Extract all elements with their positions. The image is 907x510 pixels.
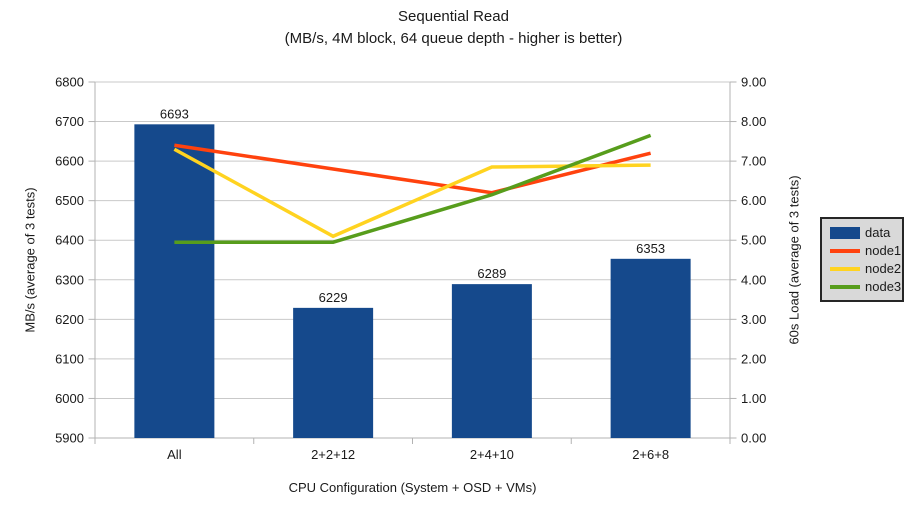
- chart-subtitle: (MB/s, 4M block, 64 queue depth - higher…: [284, 30, 623, 47]
- left-tick-label: 5900: [55, 431, 84, 446]
- left-tick-label: 6400: [55, 233, 84, 248]
- legend-label: node1: [865, 243, 902, 258]
- left-tick-label: 6300: [55, 272, 84, 287]
- left-tick-label: 6700: [55, 114, 84, 129]
- left-tick-label: 6600: [55, 154, 84, 169]
- legend-swatch-node1: [830, 248, 860, 253]
- legend: data node1 node2 node3: [820, 217, 904, 302]
- bar-value-label: 6289: [477, 266, 506, 281]
- right-tick-label: 1.00: [741, 391, 766, 406]
- left-tick-label: 6100: [55, 351, 84, 366]
- legend-entry-node3: node3: [830, 280, 901, 293]
- category-label: 2+6+8: [632, 447, 669, 462]
- right-tick-label: 2.00: [741, 351, 766, 366]
- legend-entry-data: data: [830, 226, 896, 239]
- legend-swatch-data: [830, 226, 860, 239]
- legend-entry-node2: node2: [830, 262, 901, 275]
- legend-label: data: [865, 225, 891, 240]
- right-tick-label: 0.00: [741, 431, 766, 446]
- right-tick-label: 5.00: [741, 233, 766, 248]
- right-tick-label: 9.00: [741, 75, 766, 90]
- bar-value-label: 6353: [636, 241, 665, 256]
- right-tick-label: 7.00: [741, 154, 766, 169]
- right-tick-label: 3.00: [741, 312, 766, 327]
- bar-2+2+12: [293, 307, 374, 438]
- bar-value-label: 6229: [319, 290, 348, 305]
- x-axis-title: CPU Configuration (System + OSD + VMs): [288, 480, 537, 495]
- right-axis-title: 60s Load (average of 3 tests): [786, 175, 802, 345]
- bar-All: [134, 124, 215, 438]
- right-tick-label: 8.00: [741, 114, 766, 129]
- category-label: All: [167, 447, 182, 462]
- chart-title: Sequential Read: [398, 8, 509, 25]
- legend-swatch-node2: [830, 266, 860, 271]
- bar-value-label: 6693: [160, 106, 189, 121]
- left-tick-label: 6000: [55, 391, 84, 406]
- left-tick-label: 6200: [55, 312, 84, 327]
- left-axis-title: MB/s (average of 3 tests): [22, 187, 38, 333]
- category-label: 2+4+10: [470, 447, 514, 462]
- left-tick-label: 6500: [55, 193, 84, 208]
- legend-entry-node1: node1: [830, 244, 901, 257]
- right-tick-label: 6.00: [741, 193, 766, 208]
- left-tick-label: 6800: [55, 75, 84, 90]
- line-node3: [174, 133, 652, 244]
- bar-2+6+8: [610, 258, 691, 438]
- bar-2+4+10: [451, 284, 532, 438]
- category-label: 2+2+12: [311, 447, 355, 462]
- legend-swatch-node3: [830, 284, 860, 289]
- legend-label: node3: [865, 279, 902, 294]
- line-node1: [174, 143, 652, 195]
- right-tick-label: 4.00: [741, 272, 766, 287]
- legend-label: node2: [865, 261, 902, 276]
